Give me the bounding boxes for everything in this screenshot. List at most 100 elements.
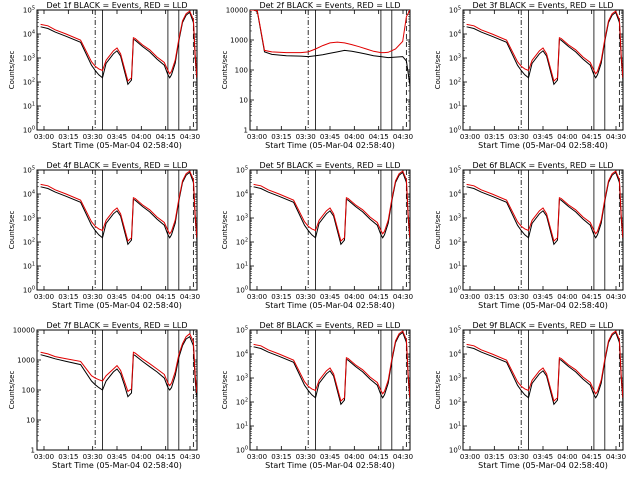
x-axis-label: Start Time (05-Mar-04 02:58:40): [478, 141, 608, 150]
lld-series-line: [253, 170, 410, 242]
y-tick-label: 104: [23, 190, 35, 199]
y-tick-label: 105: [236, 166, 248, 175]
chart-panel-3: Det 3f BLACK = Events, RED = LLD 100 101 10…: [434, 1, 626, 150]
x-tick-label: 04:30: [393, 453, 413, 461]
chart-title: Det 7f BLACK = Events, RED = LLD: [46, 321, 187, 330]
x-tick-label: 03:15: [58, 453, 78, 461]
chart-title: Det 3f BLACK = Events, RED = LLD: [472, 1, 613, 10]
x-tick-label: 04:00: [344, 453, 364, 461]
lld-series-line: [253, 330, 410, 402]
y-tick-label: 102: [449, 78, 461, 87]
y-tick-label: 100: [236, 286, 248, 295]
x-axis-label: Start Time (05-Mar-04 02:58:40): [52, 461, 182, 470]
y-axis-label: Counts/sec: [434, 211, 442, 250]
y-axis-label: Counts/sec: [8, 211, 16, 250]
x-tick-label: 04:00: [131, 453, 151, 461]
events-series-line: [253, 331, 410, 406]
y-tick-label: 104: [236, 350, 248, 359]
events-series-line: [466, 11, 623, 86]
chart-panel-1: Det 1f BLACK = Events, RED = LLD 100 101 10…: [8, 1, 200, 150]
y-tick-label: 104: [449, 190, 461, 199]
x-tick-label: 04:30: [606, 293, 626, 301]
x-tick-label: 03:15: [58, 133, 78, 141]
x-axis-label: Start Time (05-Mar-04 02:58:40): [265, 461, 395, 470]
x-axis-label: Start Time (05-Mar-04 02:58:40): [265, 141, 395, 150]
y-tick-label: 105: [449, 326, 461, 335]
y-tick-label: 105: [449, 6, 461, 15]
y-tick-label: 100: [449, 286, 461, 295]
chart-panel-7: Det 7f BLACK = Events, RED = LLD 1 10 100 10…: [8, 321, 200, 470]
x-axis-label: Start Time (05-Mar-04 02:58:40): [52, 301, 182, 310]
x-tick-label: 03:15: [58, 293, 78, 301]
y-tick-label: 103: [449, 54, 461, 63]
y-tick-label: 1: [244, 127, 248, 135]
y-tick-label: 101: [449, 422, 461, 431]
y-axis-label: Counts/sec: [221, 51, 229, 90]
y-tick-label: 100: [449, 126, 461, 135]
x-tick-label: 04:30: [606, 133, 626, 141]
lld-series-line: [250, 10, 410, 54]
y-axis-label: Counts/sec: [221, 211, 229, 250]
y-tick-label: 10: [26, 417, 35, 425]
y-axis-label: Counts/sec: [8, 51, 16, 90]
chart-panel-4: Det 4f BLACK = Events, RED = LLD 100 101 10…: [8, 161, 200, 310]
y-tick-label: 105: [449, 166, 461, 175]
x-tick-label: 04:00: [344, 293, 364, 301]
lld-series-line: [40, 170, 197, 242]
y-tick-label: 1000: [17, 357, 35, 365]
y-tick-label: 105: [23, 166, 35, 175]
y-tick-label: 102: [449, 238, 461, 247]
x-tick-label: 04:15: [369, 293, 389, 301]
x-tick-label: 03:45: [320, 293, 340, 301]
y-tick-label: 102: [23, 78, 35, 87]
x-tick-label: 04:30: [393, 293, 413, 301]
x-tick-label: 04:15: [582, 453, 602, 461]
y-tick-label: 105: [23, 6, 35, 15]
x-tick-label: 03:00: [34, 453, 54, 461]
y-tick-label: 102: [23, 238, 35, 247]
plot-frame: [249, 9, 411, 131]
x-tick-label: 03:00: [34, 293, 54, 301]
chart-panel-9: Det 9f BLACK = Events, RED = LLD 100 101 10…: [434, 321, 626, 470]
x-tick-label: 04:15: [369, 453, 389, 461]
y-tick-label: 104: [23, 30, 35, 39]
y-tick-label: 104: [449, 30, 461, 39]
y-tick-label: 100: [23, 286, 35, 295]
x-tick-label: 03:30: [83, 453, 103, 461]
x-tick-label: 03:00: [460, 453, 480, 461]
x-tick-label: 03:15: [271, 293, 291, 301]
x-tick-label: 03:00: [460, 133, 480, 141]
y-tick-label: 103: [236, 214, 248, 223]
lld-series-line: [40, 10, 197, 82]
chart-title: Det 8f BLACK = Events, RED = LLD: [259, 321, 400, 330]
y-tick-label: 1: [31, 447, 35, 455]
chart-title: Det 4f BLACK = Events, RED = LLD: [46, 161, 187, 170]
chart-title: Det 1f BLACK = Events, RED = LLD: [46, 1, 187, 10]
lld-series-line: [466, 330, 623, 402]
events-series-line: [466, 171, 623, 246]
y-tick-label: 102: [236, 398, 248, 407]
y-tick-label: 104: [236, 190, 248, 199]
x-tick-label: 04:15: [156, 453, 176, 461]
x-axis-label: Start Time (05-Mar-04 02:58:40): [478, 461, 608, 470]
y-tick-label: 10: [239, 97, 248, 105]
x-tick-label: 03:30: [296, 293, 316, 301]
y-tick-label: 100: [23, 126, 35, 135]
chart-panel-2: Det 2f BLACK = Events, RED = LLD 1 10 100 10…: [221, 1, 413, 150]
y-tick-label: 103: [236, 374, 248, 383]
y-tick-label: 104: [449, 350, 461, 359]
x-tick-label: 04:00: [131, 293, 151, 301]
x-tick-label: 03:45: [533, 453, 553, 461]
x-axis-label: Start Time (05-Mar-04 02:58:40): [265, 301, 395, 310]
y-tick-label: 102: [236, 238, 248, 247]
x-tick-label: 04:30: [606, 453, 626, 461]
x-tick-label: 04:00: [557, 133, 577, 141]
x-tick-label: 03:45: [320, 133, 340, 141]
events-series-line: [40, 11, 197, 86]
chart-panel-5: Det 5f BLACK = Events, RED = LLD 100 101 10…: [221, 161, 413, 310]
x-tick-label: 03:45: [533, 133, 553, 141]
x-tick-label: 03:30: [509, 453, 529, 461]
y-tick-label: 100: [22, 387, 35, 395]
y-axis-label: Counts/sec: [434, 51, 442, 90]
